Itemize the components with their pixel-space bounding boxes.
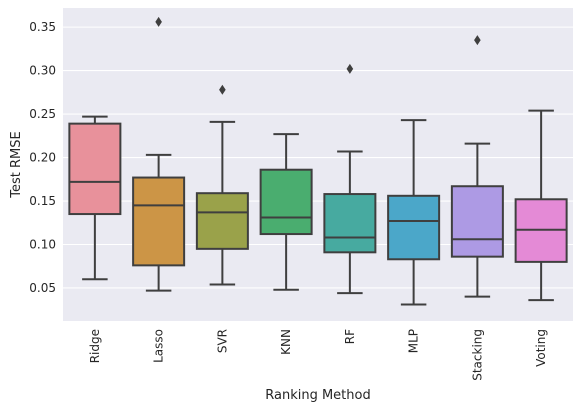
outlier-point xyxy=(474,35,481,46)
iqr-box xyxy=(132,176,186,267)
x-tick-label: Lasso xyxy=(152,329,166,363)
box-svr xyxy=(195,84,249,286)
box-rf xyxy=(323,63,377,295)
x-tick-label: Stacking xyxy=(470,329,484,381)
outlier-point xyxy=(346,63,354,74)
x-tick-label: RF xyxy=(343,329,357,344)
box-knn xyxy=(259,133,313,291)
box-voting xyxy=(514,109,568,302)
x-tick-label: Voting xyxy=(534,329,548,367)
iqr-box xyxy=(450,185,504,258)
iqr-box xyxy=(195,192,249,250)
y-tick-label: 0.05 xyxy=(29,281,56,295)
iqr-box xyxy=(387,194,441,261)
box-ridge xyxy=(68,115,122,281)
box-lasso xyxy=(132,16,186,292)
outlier-point xyxy=(219,84,226,95)
outlier-point xyxy=(155,16,162,27)
x-axis-ticks: Ridge Lasso SVR KNN RF MLP Stacking Voting xyxy=(88,329,548,381)
x-tick-label: MLP xyxy=(407,329,421,353)
plot-background xyxy=(63,8,573,321)
x-tick-label: SVR xyxy=(215,329,229,353)
x-tick-label: KNN xyxy=(279,329,293,355)
y-tick-label: 0.35 xyxy=(29,20,56,34)
iqr-box xyxy=(259,168,313,236)
y-tick-label: 0.15 xyxy=(29,194,56,208)
x-axis-label: Ranking Method xyxy=(265,388,370,403)
y-axis-ticks: 0.05 0.10 0.15 0.20 0.25 0.30 0.35 xyxy=(29,20,56,295)
y-tick-label: 0.10 xyxy=(29,237,56,251)
box-stacking xyxy=(450,35,504,298)
y-tick-label: 0.30 xyxy=(29,64,56,78)
box-mlp xyxy=(387,119,441,306)
y-tick-label: 0.20 xyxy=(29,151,56,165)
y-axis-label: Test RMSE xyxy=(9,131,24,198)
iqr-box xyxy=(68,122,122,216)
x-tick-label: Ridge xyxy=(88,329,102,363)
iqr-box xyxy=(323,193,377,254)
y-tick-label: 0.25 xyxy=(29,107,56,121)
boxes xyxy=(68,16,568,306)
